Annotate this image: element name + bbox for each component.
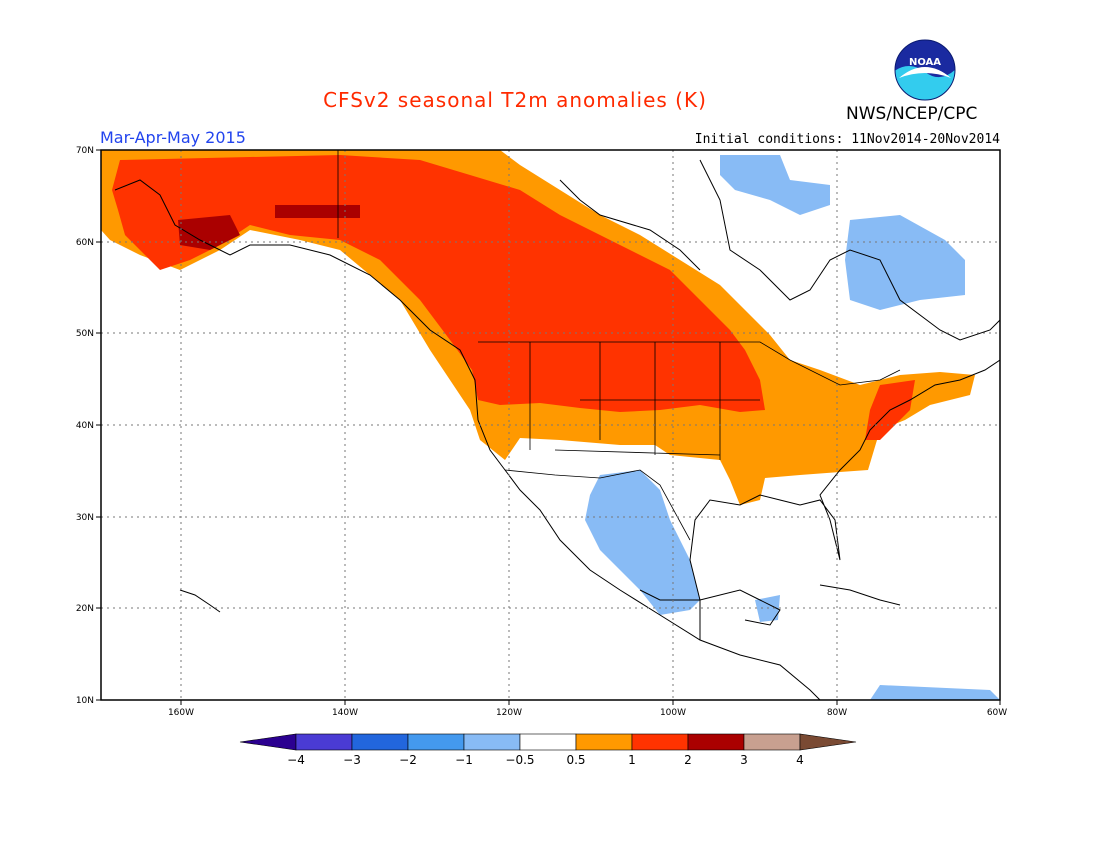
lon-tick-label: 140W xyxy=(332,708,358,718)
anomaly-cool-quebec xyxy=(845,215,965,310)
logo-text: NOAA xyxy=(909,57,941,68)
anomaly-cool-caribbean xyxy=(870,685,1000,700)
colorbar-swatch xyxy=(351,733,409,751)
colorbar-swatch xyxy=(407,733,465,751)
colorbar-arrow-left xyxy=(239,733,297,751)
lon-tick-label: 100W xyxy=(660,708,686,718)
colorbar-swatch xyxy=(687,733,745,751)
lat-tick-label: 30N xyxy=(76,513,94,523)
colorbar-arrow-right xyxy=(799,733,857,751)
colorbar-label: −1 xyxy=(455,753,473,767)
anomaly-very-warm-region xyxy=(178,215,240,250)
political-borders xyxy=(337,150,901,541)
colorbar-labels: −4 −3 −2 −1 −0.5 0.5 1 2 3 4 xyxy=(287,753,804,767)
colorbar-label: 2 xyxy=(684,753,692,767)
noaa-logo-icon: NOAA xyxy=(894,39,956,101)
anomaly-cool-arctic xyxy=(720,155,830,215)
coastlines xyxy=(114,159,1000,700)
lat-tick-label: 60N xyxy=(76,238,94,248)
colorbar-swatch xyxy=(295,733,353,751)
anomaly-cool-southwest xyxy=(585,470,700,615)
lon-tick-label: 80W xyxy=(827,708,847,718)
season-label: Mar-Apr-May 2015 xyxy=(100,128,246,147)
colorbar-label: 0.5 xyxy=(566,753,585,767)
anomaly-very-warm-strip xyxy=(275,205,360,218)
lat-tick-label: 20N xyxy=(76,604,94,614)
colorbar-label: −4 xyxy=(287,753,305,767)
colorbar-swatch xyxy=(463,733,521,751)
lat-tick-label: 50N xyxy=(76,329,94,339)
anomaly-strong-warm-region xyxy=(112,155,765,412)
graticule xyxy=(101,150,1000,700)
agency-label: NWS/NCEP/CPC xyxy=(846,104,978,124)
anomaly-map: 10N 20N 30N 40N 50N 60N 70N 160W 140W 12… xyxy=(76,146,1007,718)
chart-title: CFSv2 seasonal T2m anomalies (K) xyxy=(323,88,707,112)
colorbar-label: −3 xyxy=(343,753,361,767)
colorbar-swatch xyxy=(519,733,577,751)
axis-ticks xyxy=(96,149,1001,705)
colorbar-swatch xyxy=(743,733,801,751)
lon-tick-label: 120W xyxy=(496,708,522,718)
colorbar-label: 3 xyxy=(740,753,748,767)
lat-tick-label: 70N xyxy=(76,146,94,156)
lat-tick-label: 40N xyxy=(76,421,94,431)
colorbar-label: 1 xyxy=(628,753,636,767)
colorbar-swatches xyxy=(239,733,857,751)
initial-conditions-label: Initial conditions: 11Nov2014-20Nov2014 xyxy=(694,132,1000,147)
colorbar: −4 −3 −2 −1 −0.5 0.5 1 2 3 4 xyxy=(239,733,857,767)
colorbar-label: −2 xyxy=(399,753,417,767)
colorbar-label: −0.5 xyxy=(505,753,534,767)
lon-tick-label: 60W xyxy=(987,708,1007,718)
colorbar-label: 4 xyxy=(796,753,804,767)
lon-tick-label: 160W xyxy=(168,708,194,718)
lat-tick-label: 10N xyxy=(76,696,94,706)
anomaly-shading xyxy=(101,150,1000,700)
colorbar-swatch xyxy=(631,733,689,751)
colorbar-swatch xyxy=(575,733,633,751)
